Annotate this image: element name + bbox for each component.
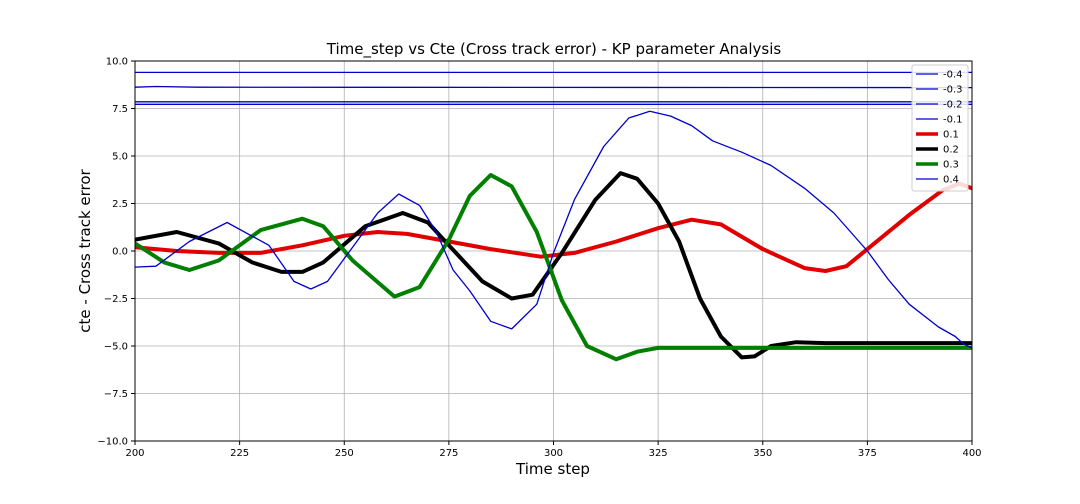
y-tick-label: 2.5 — [112, 199, 128, 210]
x-tick-label: 375 — [858, 448, 877, 459]
legend-label: 0.3 — [943, 160, 959, 171]
legend-box — [911, 64, 969, 192]
y-tick-label: 0.0 — [112, 247, 128, 258]
y-tick-label: −2.5 — [104, 294, 128, 305]
x-axis-label: Time step — [515, 460, 590, 478]
legend-label: 0.2 — [943, 145, 959, 156]
series-line-0.3 — [135, 173, 972, 362]
legend-label: -0.4 — [943, 70, 963, 81]
legend-label: 0.4 — [943, 175, 959, 186]
legend-label: -0.1 — [943, 115, 963, 126]
x-tick-label: 400 — [962, 448, 981, 459]
x-tick-label: 200 — [125, 448, 144, 459]
y-tick-label: −5.0 — [104, 342, 128, 353]
series-line-0.2 — [135, 171, 972, 360]
y-tick-label: −10.0 — [97, 437, 128, 448]
x-tick-label: 300 — [544, 448, 563, 459]
y-tick-label: 5.0 — [112, 152, 128, 163]
x-tick-label: 275 — [439, 448, 458, 459]
x-tick-label: 250 — [335, 448, 354, 459]
series-line-0.4 — [135, 110, 972, 349]
legend: -0.4 -0.3 -0.2 -0.1 0.1 0.2 0.3 0.4 — [911, 64, 969, 192]
series-line-0.1 — [135, 181, 972, 273]
y-axis-label: cte - Cross track error — [76, 168, 94, 332]
x-tick-label: 325 — [649, 448, 668, 459]
x-tick-label: 225 — [230, 448, 249, 459]
tick-layer: 200 225 250 275 300 325 350 375 400 −10.0 −7.5 −5.0… — [97, 57, 981, 460]
legend-label: -0.2 — [943, 100, 963, 111]
y-tick-label: 10.0 — [106, 57, 128, 68]
legend-label: 0.1 — [943, 130, 959, 141]
y-tick-label: −7.5 — [104, 389, 128, 400]
y-tick-label: 7.5 — [112, 104, 128, 115]
series-layer — [135, 71, 972, 362]
series-line--0.3 — [135, 85, 972, 89]
chart-title: Time_step vs Cte (Cross track error) - K… — [326, 40, 782, 59]
x-tick-label: 350 — [753, 448, 772, 459]
legend-label: -0.3 — [943, 85, 963, 96]
